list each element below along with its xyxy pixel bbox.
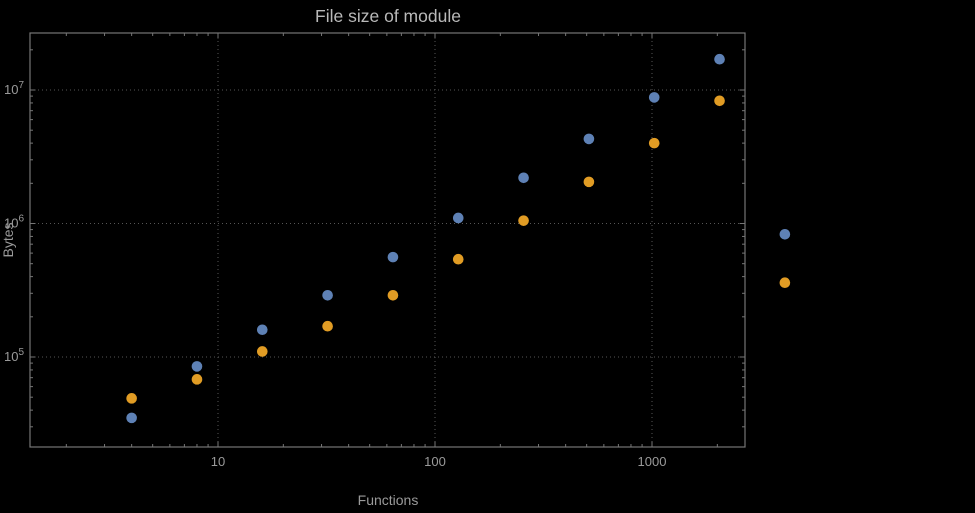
data-point-series-2-orange	[452, 253, 464, 265]
data-point-series-1-blue	[714, 53, 725, 65]
data-point-series-2-orange	[714, 95, 725, 107]
x-tick-label: 100	[424, 454, 446, 469]
data-point-series-2-orange	[256, 346, 268, 357]
data-points	[126, 53, 791, 424]
y-tick-label: 106	[4, 214, 24, 231]
x-axis-label: Functions	[358, 492, 419, 508]
data-point-series-1-blue	[191, 361, 203, 372]
x-tick-label: 10	[211, 454, 225, 469]
x-tick-label: 1000	[638, 454, 667, 469]
gridlines	[30, 33, 745, 447]
data-point-series-2-orange	[126, 393, 137, 404]
tick-labels: 10 100 1000 105 106 107	[4, 80, 666, 469]
data-point-series-1-blue	[583, 133, 595, 145]
chart-title: File size of module	[315, 6, 461, 26]
y-tick-label: 105	[4, 347, 24, 364]
plot-frame	[29, 32, 746, 448]
data-point-series-2-orange	[779, 277, 791, 289]
data-point-series-1-blue	[256, 324, 268, 336]
data-point-series-1-blue	[779, 229, 791, 240]
data-point-series-2-orange	[583, 176, 595, 188]
data-point-series-1-blue	[387, 251, 399, 263]
data-point-series-1-blue	[452, 212, 464, 224]
y-axis-label: Bytes	[0, 222, 16, 257]
data-point-series-2-orange	[191, 374, 203, 385]
data-point-series-1-blue	[648, 92, 660, 103]
data-point-series-2-orange	[648, 137, 660, 149]
data-point-series-1-blue	[518, 172, 529, 184]
data-point-series-2-orange	[322, 320, 333, 332]
data-point-series-2-orange	[387, 289, 399, 301]
frame-border	[29, 32, 746, 448]
data-point-series-1-blue	[126, 412, 137, 424]
y-tick-label: 107	[4, 80, 24, 97]
data-point-series-2-orange	[518, 215, 529, 226]
axis-ticks	[30, 33, 745, 447]
data-point-series-1-blue	[322, 289, 333, 301]
